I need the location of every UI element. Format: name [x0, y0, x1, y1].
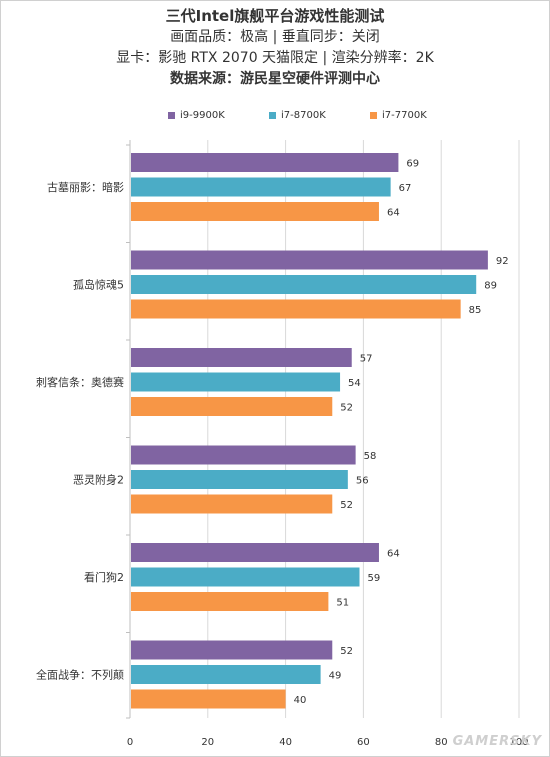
data-label: 52 [340, 403, 353, 414]
legend-item-i9-9900k: i9-9900K [168, 110, 225, 121]
bar [131, 689, 286, 709]
data-label: 56 [356, 476, 369, 487]
legend-swatch-i7-7700k [370, 112, 377, 119]
bar [131, 543, 379, 562]
bar [131, 153, 399, 172]
bar [131, 445, 356, 465]
chart-subtitle-gpu: 显卡：影驰 RTX 2070 天猫限定 | 渲染分辨率：2K [116, 50, 434, 66]
x-tick-label: 20 [201, 737, 214, 748]
x-tick-label: 60 [357, 737, 370, 748]
x-tick-label: 0 [127, 737, 133, 748]
bar [131, 592, 329, 611]
data-label: 89 [484, 281, 497, 292]
legend-label-i7-7700k: i7-7700K [382, 110, 427, 121]
bar [131, 470, 348, 489]
chart-source: 数据来源：游民星空硬件评测中心 [170, 71, 380, 87]
category-label: 刺客信条：奥德赛 [36, 375, 124, 389]
x-tick-label: 40 [279, 737, 292, 748]
chart-legend: i9-9900K i7-8700K i7-7700K [0, 110, 550, 126]
category-label: 古墓丽影：暗影 [47, 180, 124, 194]
data-label: 51 [336, 598, 349, 609]
legend-label-i9-9900k: i9-9900K [180, 110, 225, 121]
chart-header: 三代Intel旗舰平台游戏性能测试 画面品质：极高 | 垂直同步：关闭 显卡：影… [0, 6, 550, 90]
data-label: 58 [364, 451, 377, 462]
legend-swatch-i7-8700k [269, 112, 276, 119]
data-label: 67 [399, 183, 412, 194]
bar [131, 177, 391, 197]
chart-subtitle-settings: 画面品质：极高 | 垂直同步：关闭 [170, 29, 380, 45]
x-tick-label: 100 [509, 737, 528, 748]
bar [131, 397, 333, 416]
bar [131, 299, 461, 319]
bar [131, 372, 341, 392]
category-label: 看门狗2 [84, 570, 124, 584]
data-label: 52 [340, 646, 353, 657]
category-label: 恶灵附身2 [73, 473, 124, 487]
bar [131, 202, 379, 221]
bar [131, 348, 352, 367]
legend-item-i7-8700k: i7-8700K [269, 110, 326, 121]
chart-title: 三代Intel旗舰平台游戏性能测试 [165, 7, 385, 25]
bar [131, 275, 477, 294]
bar [131, 665, 321, 684]
data-label: 59 [368, 573, 381, 584]
x-tick-label: 80 [435, 737, 448, 748]
bar [131, 640, 333, 660]
legend-item-i7-7700k: i7-7700K [370, 110, 427, 121]
data-label: 64 [387, 549, 400, 560]
legend-label-i7-8700k: i7-8700K [281, 110, 326, 121]
data-label: 85 [469, 305, 482, 316]
bar [131, 567, 360, 587]
bar [131, 250, 488, 270]
data-label: 57 [360, 354, 373, 365]
bar [131, 494, 333, 514]
data-label: 69 [406, 159, 419, 170]
data-label: 54 [348, 378, 361, 389]
category-label: 孤岛惊魂5 [73, 278, 124, 292]
category-label: 全面战争：不列颠 [36, 668, 124, 682]
data-label: 40 [294, 695, 307, 706]
data-label: 92 [496, 256, 509, 267]
data-label: 49 [329, 671, 342, 682]
data-label: 64 [387, 208, 400, 219]
data-label: 52 [340, 500, 353, 511]
legend-swatch-i9-9900k [168, 112, 175, 119]
watermark-logo: GAMERSKY [452, 734, 542, 749]
